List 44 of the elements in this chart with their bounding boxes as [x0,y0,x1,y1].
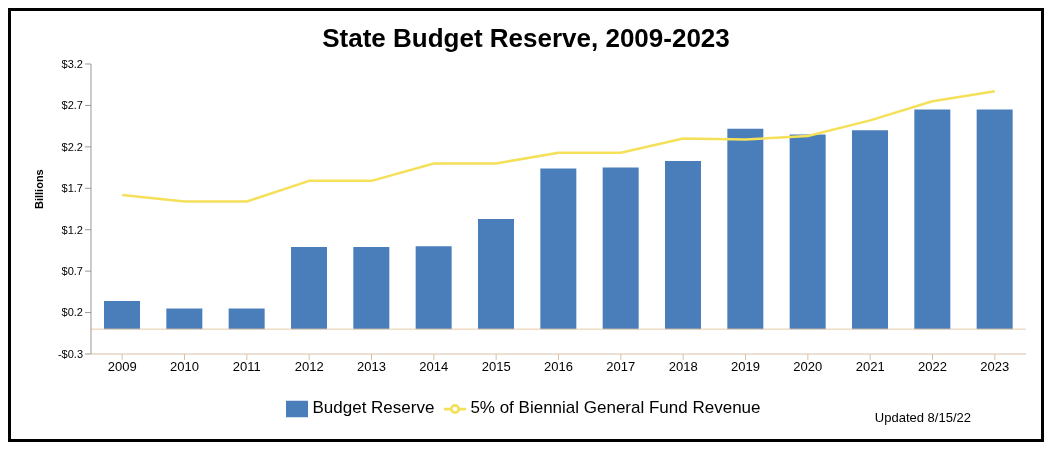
y-tick-label: $0.7 [61,265,83,278]
chart-title: State Budget Reserve, 2009-2023 [321,23,731,54]
y-tick-label: -$0.3 [57,347,83,360]
x-tick-label: 2023 [980,359,1010,375]
x-tick-label: 2015 [481,359,511,375]
bar [789,134,826,330]
bar [228,308,265,330]
x-tick-label: 2022 [918,359,947,375]
x-tick-label: 2021 [855,359,885,375]
x-tick-label: 2011 [232,359,261,375]
bar [727,128,764,330]
bar [665,160,701,330]
bar [166,308,203,330]
bar [415,246,452,330]
line-series [120,90,997,203]
bar [540,168,577,330]
x-tick-label: 2020 [793,359,823,375]
bar [478,218,514,330]
legend-label: 5% of Biennial General Fund Revenue [470,398,761,418]
y-tick-label: $1.7 [61,182,83,195]
bar [852,130,888,330]
bar [914,109,951,330]
y-tick-label: $2.7 [61,99,83,112]
x-tick-label: 2013 [357,359,386,375]
x-tick-label: 2017 [606,359,636,375]
x-tick-label: 2018 [668,359,698,375]
y-tick-label: $1.2 [61,223,83,236]
x-tick-label: 2014 [419,359,449,375]
x-tick-label: 2019 [731,359,760,375]
y-axis-title: Billions [32,169,45,209]
bar [291,247,327,330]
bar [353,247,390,330]
bar [976,109,1013,330]
bar [104,300,140,330]
x-tick-label: 2012 [294,359,324,375]
legend-label: Budget Reserve [312,398,435,418]
bar [602,167,639,330]
y-tick-label: $3.2 [61,57,83,70]
y-tick-label: $0.2 [61,306,83,319]
x-tick-label: 2016 [544,359,573,375]
y-tick-label: $2.2 [61,140,83,153]
x-tick-label: 2010 [170,359,199,375]
text: Updated 8/15/22 [874,410,971,425]
x-tick-label: 2009 [107,359,137,375]
